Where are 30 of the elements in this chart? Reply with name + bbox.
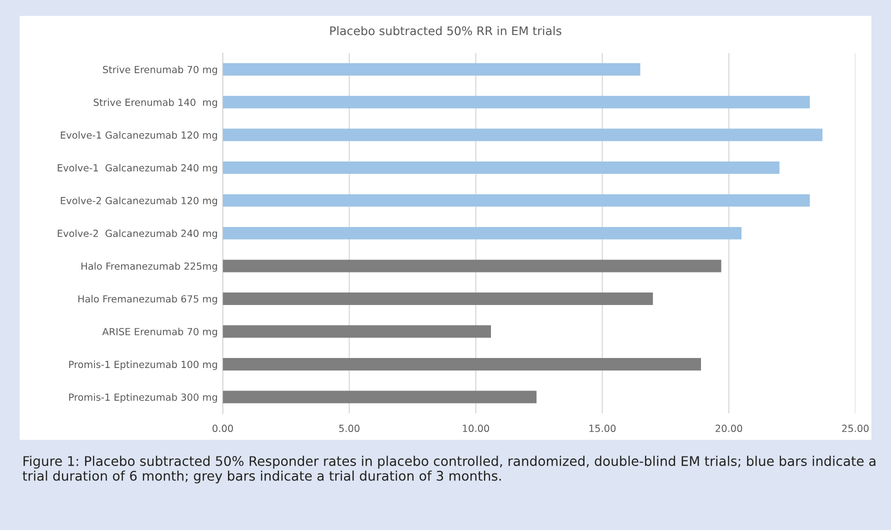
- chart-title: Placebo subtracted 50% RR in EM trials: [330, 26, 562, 36]
- bar: [222, 325, 491, 338]
- bar: [222, 128, 822, 142]
- y-tick-label: Halo Fremanezumab 675 mg: [78, 295, 218, 304]
- y-tick-label: Evolve-1 Galcanezumab 120 mg: [60, 131, 218, 141]
- x-tick-label: 15.00: [589, 424, 616, 432]
- x-tick-label: 10.00: [462, 424, 490, 432]
- bar: [222, 260, 722, 272]
- y-tick-label: Promis-1 Eptinezumab 300 mg: [69, 393, 218, 403]
- bar: [222, 292, 653, 305]
- y-tick-label: Evolve-2 Galcanezumab 120 mg: [60, 196, 218, 206]
- bar: [222, 63, 640, 76]
- bar: [222, 226, 742, 240]
- bar: [222, 390, 537, 404]
- bar: [222, 96, 810, 108]
- y-tick-label: ARISE Erenumab 70 mg: [102, 328, 218, 338]
- x-tick-label: 25.00: [842, 424, 869, 432]
- x-tick-label: 5.00: [339, 424, 360, 432]
- bar: [222, 194, 810, 207]
- y-tick-label: Strive Erenumab 70 mg: [103, 66, 218, 76]
- bar: [222, 161, 780, 174]
- y-tick-label: Evolve-1 Galcanezumab 240 mg: [58, 164, 218, 174]
- y-tick-label: Evolve-2 Galcanezumab 240 mg: [58, 230, 218, 239]
- x-tick-label: 0.00: [212, 424, 233, 432]
- bar: [222, 358, 702, 370]
- y-tick-label: Halo Fremanezumab 225mg: [81, 262, 218, 272]
- y-tick-label: Promis-1 Eptinezumab 100 mg: [69, 360, 218, 370]
- y-tick-label: Strive Erenumab 140 mg: [94, 98, 218, 108]
- caption: Figure 1: Placebo subtracted 50% Responder rates in placebo controlled, randomized, double-blind EM trials; blue bars indicate a trial duration of 6 month; grey bars indicate a trial duration of 3 months.: [22, 456, 876, 484]
- x-tick-label: 20.00: [716, 424, 742, 432]
